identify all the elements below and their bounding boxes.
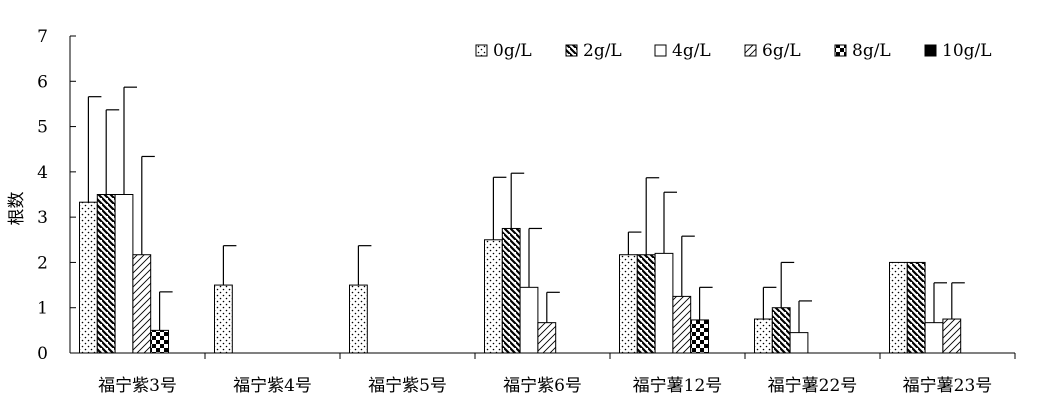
legend-label: 0g/L [493, 41, 532, 61]
legend-swatch [834, 44, 847, 57]
legend-label: 6g/L [762, 41, 801, 61]
legend-swatch [924, 44, 937, 57]
y-tick-label: 7 [37, 27, 48, 47]
legend-swatch [475, 44, 488, 57]
legend-swatch [744, 44, 757, 57]
category-label: 福宁薯22号 [768, 376, 858, 396]
category-label: 福宁薯23号 [903, 376, 993, 396]
category-label: 福宁紫3号 [98, 376, 177, 396]
bar [654, 252, 674, 354]
bar [636, 254, 656, 354]
bar [349, 284, 368, 354]
y-axis-label: 根数 [7, 192, 27, 226]
bar [114, 194, 134, 354]
bar [132, 254, 152, 354]
category-label: 福宁紫4号 [233, 376, 312, 396]
legend-label: 2g/L [583, 41, 622, 61]
bar [771, 307, 791, 354]
y-tick-label: 1 [37, 299, 48, 319]
bar [537, 322, 557, 354]
y-tick-label: 5 [37, 118, 48, 138]
bar [906, 261, 926, 354]
bar [889, 261, 908, 354]
bar [619, 254, 638, 354]
bar [754, 318, 773, 354]
legend-swatch [654, 44, 667, 57]
bar [501, 227, 521, 354]
bar [924, 322, 944, 354]
y-tick-label: 4 [37, 163, 48, 183]
legend-label: 8g/L [852, 41, 891, 61]
bar [942, 318, 962, 354]
bar [484, 239, 503, 354]
y-tick-label: 3 [37, 208, 48, 228]
legend-label: 10g/L [942, 41, 992, 61]
y-tick-label: 2 [37, 253, 48, 273]
category-label: 福宁紫6号 [503, 376, 582, 396]
bar [672, 295, 692, 354]
legend-swatch [565, 44, 578, 57]
category-label: 福宁紫5号 [368, 376, 447, 396]
bar [214, 284, 233, 354]
bar [96, 194, 116, 354]
category-label: 福宁薯12号 [633, 376, 723, 396]
bar [519, 286, 539, 354]
bar [789, 332, 809, 354]
bar [690, 319, 710, 354]
y-tick-label: 0 [37, 344, 48, 364]
bar [79, 201, 98, 354]
legend-label: 4g/L [672, 41, 711, 61]
legend: 0g/L 2g/L 4g/L 6g/L 8g/L 10g/L [475, 41, 992, 61]
y-tick-label: 6 [37, 72, 48, 92]
bar [150, 329, 169, 354]
